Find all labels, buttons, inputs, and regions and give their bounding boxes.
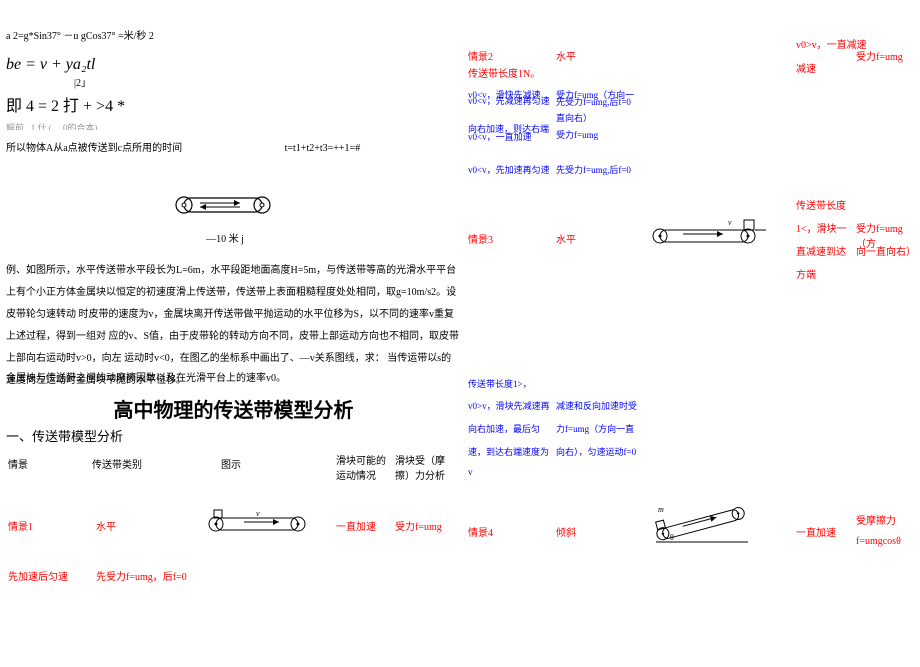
equation-ji: 即 4 = 2 打 + >4 * [6, 92, 125, 116]
belt-svg-1 [170, 190, 280, 235]
section-1-title: 一、传送带模型分析 [6, 426, 123, 445]
belt-svg-scene3: v [648, 216, 768, 256]
th-motion: 滑块可能的运动情况 [336, 452, 386, 482]
equation-sub: |2」 [74, 74, 91, 89]
time-formula: t=t1+t2+t3=++1=# [285, 143, 361, 154]
scene1-label: 情景1 [8, 518, 33, 533]
time-text: 所以物体A从a点被传送到c点所用的时间 [6, 143, 182, 154]
r9a: v0>v，滑块先减速再 [468, 399, 550, 412]
scene1-force: 受力f=umg [395, 518, 442, 533]
scene1-motion-b: 先加速后匀速 [8, 568, 68, 583]
r3b2: 受力f=umg [556, 128, 598, 141]
r1b: 受力f=umg [856, 48, 903, 63]
r10b: 力f=umg（方向一直 [556, 422, 634, 435]
belt-diagram-scene3: v [648, 216, 768, 259]
belt-len3: 传送带长度1>， [468, 377, 532, 390]
scene4-incline: 倾斜 [556, 524, 576, 539]
r3a2: v0<v，一直加速 [468, 130, 532, 143]
scene1-horiz: 水平 [96, 518, 116, 533]
r2a-overlap: v0<v，先减速再匀速 [468, 94, 550, 107]
r8a: 方端 [796, 266, 816, 281]
r13a: 一直加速 [796, 524, 836, 539]
r3b: 直向右） [556, 111, 592, 124]
r13b: 受摩擦力 [856, 512, 896, 527]
belt-diagram-scene1: v [204, 504, 314, 547]
belt-len2: 传送带长度 [796, 197, 846, 212]
belt-diagram-1: —10 米 j [170, 190, 280, 245]
svg-text:m: m [658, 505, 664, 514]
equation-partial: 解前 ..1 什 (.. , 0的合本) [6, 122, 98, 130]
scene2-label: 情景2 [468, 48, 493, 63]
r5b: 先受力f=umg,后f=0 [556, 163, 631, 176]
svg-text:v: v [728, 218, 732, 227]
svg-text:θ: θ [670, 533, 674, 542]
r1a-dec: 减速 [796, 60, 816, 75]
r7b: 向一直向右） [856, 243, 916, 258]
r12a: v [468, 467, 473, 477]
th-diagram: 图示 [221, 456, 241, 471]
dynamic-friction-line: 金属块与传送带之间的动摩擦因数以及在光滑平台上的速率v0。 [6, 372, 286, 386]
r2b2: 先受力f=umg,后f=0 [556, 95, 631, 108]
r11a: 速，到达右端速度为 [468, 445, 549, 458]
r7a: 直减速到达 [796, 243, 846, 258]
scene3-horiz: 水平 [556, 231, 576, 246]
r5a: v0<v，先加速再匀速 [468, 163, 550, 176]
r10a: 向右加速，最后匀 [468, 422, 540, 435]
equation-a2: a 2=g*Sin37° －u gCos37° =米/秒 2 [6, 30, 154, 44]
equation-be: be = v + ya₂tl [6, 56, 95, 74]
r6a: 1<，滑块一 [796, 220, 847, 235]
r11b: 向右），匀速运动f=0 [556, 445, 636, 458]
belt-svg-scene4: θ m [648, 500, 758, 550]
scene1-motion: 一直加速 [336, 518, 376, 533]
th-force: 滑块受（摩擦）力分析 [395, 452, 455, 482]
belt-diagram-scene4: θ m [648, 500, 758, 553]
scene3-label: 情景3 [468, 231, 493, 246]
th-scene: 情景 [8, 456, 28, 471]
th-type: 传送带类别 [92, 456, 142, 471]
formula-text: be = v + ya₂tl [6, 56, 95, 73]
main-title: 高中物理的传送带模型分析 [6, 394, 461, 423]
r13c: f=umgcosθ [856, 536, 901, 547]
scene4-label: 情景4 [468, 524, 493, 539]
belt-len: 传送带长度1N。 [468, 65, 540, 80]
belt-svg-scene1: v [204, 504, 314, 544]
scene1-force-b: 先受力f=umg，后f=0 [96, 568, 187, 583]
scene2-horiz: 水平 [556, 48, 576, 63]
r9b: 减速和反向加速时受 [556, 399, 637, 412]
svg-text:v: v [256, 509, 260, 518]
time-line: 所以物体A从a点被传送到c点所用的时间 t=t1+t2+t3=++1=# [6, 142, 456, 156]
